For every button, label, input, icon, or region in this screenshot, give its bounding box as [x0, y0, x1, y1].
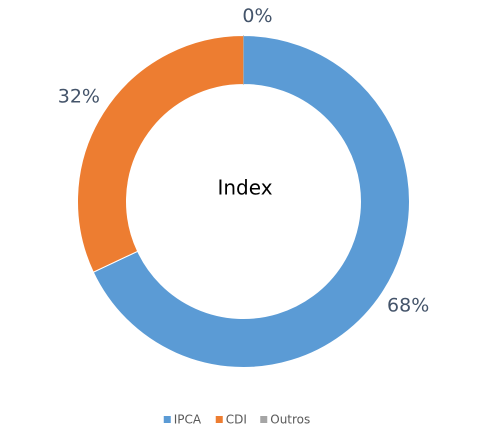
data-label: 68% — [387, 294, 429, 316]
legend-swatch — [215, 416, 223, 423]
legend-label: IPCA — [174, 413, 202, 427]
legend-swatch — [163, 416, 171, 423]
donut-slice — [77, 34, 244, 273]
legend-label: CDI — [226, 413, 247, 427]
data-label: 0% — [242, 5, 272, 27]
chart-title: Index — [217, 176, 272, 200]
legend-swatch — [260, 416, 268, 423]
legend-label: Outros — [270, 413, 310, 427]
data-label: 32% — [58, 86, 100, 108]
donut-slice — [92, 34, 410, 368]
